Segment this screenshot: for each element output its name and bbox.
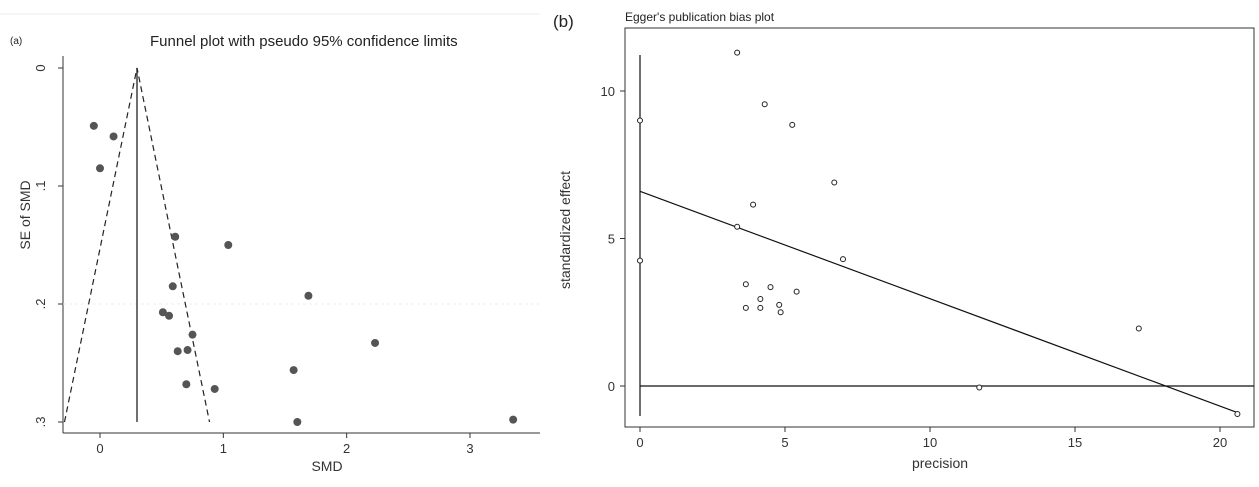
data-point [789, 121, 796, 128]
data-point [183, 346, 192, 355]
x-tick-label: 20 [1213, 435, 1227, 450]
data-point [767, 284, 774, 291]
data-point [171, 232, 180, 241]
y-tick-label: 0 [608, 379, 615, 394]
data-point [831, 179, 838, 186]
data-point [89, 121, 98, 130]
x-tick-label: 0 [96, 441, 103, 456]
y-tick-label: .1 [33, 181, 48, 192]
data-point [976, 384, 983, 391]
data-point [109, 132, 118, 141]
data-point [637, 257, 643, 264]
x-tick-label: 1 [220, 441, 227, 456]
plot-frame [624, 27, 1255, 428]
y-axis-label: standardized effect [557, 171, 573, 289]
y-tick-label: .2 [33, 299, 48, 310]
data-point [761, 101, 768, 108]
data-point [165, 311, 174, 320]
y-axis-label: SE of SMD [17, 180, 33, 249]
panel-label: (b) [553, 12, 574, 31]
data-point [188, 330, 197, 339]
data-point [224, 241, 233, 249]
panel-label: (a) [10, 36, 22, 47]
y-tick-label: 5 [608, 232, 615, 247]
data-point [509, 415, 518, 424]
data-point [776, 301, 783, 308]
data-point [1234, 411, 1241, 418]
data-point [1135, 325, 1142, 332]
data-point [304, 291, 313, 300]
data-point [757, 295, 764, 302]
chart-title: Funnel plot with pseudo 95% confidence l… [150, 33, 458, 50]
data-point [210, 384, 219, 393]
data-point [173, 347, 182, 356]
chart-title: Egger's publication bias plot [625, 10, 775, 24]
data-point [734, 49, 741, 56]
data-point [840, 256, 846, 263]
y-tick-label: .3 [33, 417, 48, 428]
data-point [777, 309, 784, 316]
y-tick-label: 0 [33, 64, 48, 71]
x-axis-label: precision [912, 455, 968, 471]
data-point [793, 288, 800, 295]
data-point [289, 366, 298, 375]
x-tick-label: 15 [1068, 435, 1082, 450]
data-point [734, 223, 741, 230]
x-tick-label: 0 [636, 435, 643, 450]
y-tick-label: 10 [601, 84, 615, 99]
data-point [371, 338, 380, 347]
x-tick-label: 2 [343, 441, 350, 456]
x-axis-label: SMD [311, 458, 342, 474]
data-point [750, 201, 757, 208]
x-tick-label: 5 [781, 435, 788, 450]
regression-line [639, 190, 1238, 414]
data-point [742, 304, 749, 311]
data-point [96, 164, 104, 173]
x-tick-label: 10 [923, 435, 937, 450]
data-point [168, 282, 177, 291]
egger-plot-panel: 0 5 10 0 5 10 15 20 (b) Egger's publication bias … [540, 0, 1259, 487]
data-point [182, 380, 191, 389]
funnel-plot-panel: 0 .1 .2 .3 0 1 2 3 (a) Funnel plot with pseudo 95… [0, 0, 540, 487]
data-point [757, 304, 764, 311]
data-point [293, 418, 302, 426]
data-point [742, 281, 749, 288]
x-tick-label: 3 [466, 441, 473, 456]
egger-plot: 0 5 10 0 5 10 15 20 (b) Egger's publication bias … [553, 10, 1255, 471]
data-point [637, 117, 643, 124]
data-point [158, 308, 167, 317]
funnel-plot: 0 .1 .2 .3 0 1 2 3 (a) Funnel plot with pseudo 95… [0, 13, 540, 474]
